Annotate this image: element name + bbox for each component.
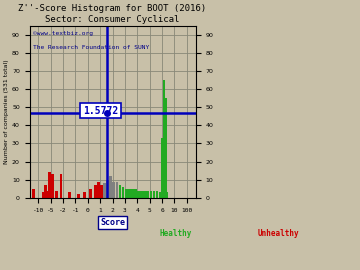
- Bar: [122, 187, 125, 198]
- Bar: [137, 191, 140, 198]
- Bar: [100, 185, 103, 198]
- Bar: [166, 193, 168, 198]
- Bar: [55, 191, 58, 198]
- Bar: [153, 191, 156, 198]
- Text: 1.5772: 1.5772: [83, 106, 118, 116]
- Bar: [44, 185, 47, 198]
- Bar: [59, 174, 62, 198]
- Bar: [159, 193, 162, 198]
- Y-axis label: Number of companies (531 total): Number of companies (531 total): [4, 59, 9, 164]
- Bar: [164, 98, 167, 198]
- Bar: [134, 189, 137, 198]
- Bar: [125, 189, 127, 198]
- Bar: [109, 176, 112, 198]
- Bar: [77, 194, 80, 198]
- Bar: [42, 193, 45, 198]
- Bar: [47, 191, 49, 198]
- X-axis label: Score: Score: [100, 218, 125, 227]
- Bar: [128, 189, 131, 198]
- Bar: [163, 80, 165, 198]
- Text: The Research Foundation of SUNY: The Research Foundation of SUNY: [33, 45, 149, 50]
- Bar: [106, 180, 109, 198]
- Bar: [32, 189, 35, 198]
- Bar: [156, 191, 158, 198]
- Bar: [112, 181, 115, 198]
- Bar: [161, 138, 164, 198]
- Bar: [90, 189, 92, 198]
- Bar: [83, 193, 86, 198]
- Bar: [131, 189, 134, 198]
- Bar: [51, 174, 54, 198]
- Bar: [149, 191, 152, 198]
- Bar: [118, 185, 121, 198]
- Text: Unhealthy: Unhealthy: [258, 229, 299, 238]
- Bar: [94, 185, 96, 198]
- Bar: [103, 183, 106, 198]
- Bar: [140, 191, 143, 198]
- Bar: [48, 173, 51, 198]
- Bar: [147, 191, 149, 198]
- Bar: [143, 191, 146, 198]
- Bar: [116, 181, 118, 198]
- Bar: [68, 193, 71, 198]
- Text: ©www.textbiz.org: ©www.textbiz.org: [33, 31, 93, 36]
- Text: Healthy: Healthy: [159, 229, 192, 238]
- Title: Z''-Score Histogram for BOOT (2016)
Sector: Consumer Cyclical: Z''-Score Histogram for BOOT (2016) Sect…: [18, 4, 207, 23]
- Bar: [97, 181, 100, 198]
